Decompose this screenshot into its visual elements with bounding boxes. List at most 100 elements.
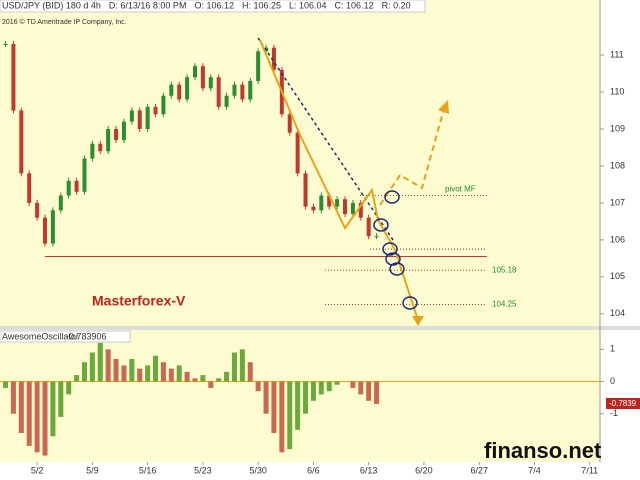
- candle-body: [121, 121, 126, 141]
- osc-bar: [374, 381, 380, 405]
- osc-bar: [145, 365, 151, 382]
- header-field: D: 6/13/16 8:00 PM: [109, 0, 187, 10]
- osc-bar: [279, 381, 285, 453]
- osc-bar: [10, 381, 16, 414]
- header-bar: [0, 0, 426, 13]
- candle-body: [106, 128, 111, 152]
- candle-body: [43, 217, 47, 244]
- candle-body: [82, 158, 87, 192]
- osc-bar: [74, 375, 80, 382]
- osc-bar: [326, 381, 332, 392]
- candle-body: [114, 128, 119, 141]
- candle-body: [169, 84, 174, 96]
- x-tick-label: 5/16: [139, 465, 157, 475]
- circle-marker: [402, 296, 418, 310]
- candle-body: [216, 77, 221, 107]
- osc-bar: [50, 381, 56, 437]
- candle-body: [35, 202, 40, 218]
- osc-bar: [208, 381, 214, 388]
- trendline: [257, 37, 394, 241]
- osc-bar: [255, 381, 261, 392]
- osc-bar: [350, 381, 356, 388]
- osc-bar: [97, 342, 103, 382]
- x-tick-label: 6/6: [307, 465, 320, 475]
- osc-bar: [310, 381, 316, 401]
- x-tick-label: 6/13: [360, 465, 378, 475]
- candle-body: [311, 206, 316, 211]
- arrow-head: [412, 316, 424, 326]
- candle-body: [27, 173, 32, 203]
- y-tick-label: 106: [610, 234, 625, 244]
- level-label: pivot MF: [445, 185, 476, 194]
- y-tick-label: 109: [610, 123, 625, 133]
- y-tick-label: 105: [610, 271, 625, 281]
- osc-bar: [3, 381, 9, 388]
- level-label: 105.18: [492, 265, 517, 274]
- osc-bar: [239, 349, 245, 382]
- osc-bar: [366, 381, 372, 401]
- candle-body: [350, 202, 355, 215]
- y-tick-label: 111: [610, 49, 624, 59]
- candle-body: [240, 84, 245, 100]
- header-field: H: 106.25: [242, 0, 281, 10]
- candle-body: [50, 210, 55, 244]
- osc-bar: [224, 371, 230, 382]
- osc-bar: [34, 381, 40, 453]
- osc-bar: [263, 381, 269, 414]
- level-label: 104.25: [492, 300, 517, 309]
- osc-bar: [137, 368, 143, 382]
- osc-bar: [153, 355, 159, 382]
- osc-bar: [81, 362, 87, 382]
- header-field: C: 106.12: [335, 0, 374, 10]
- x-tick-label: 5/2: [31, 465, 44, 475]
- wave-line: [259, 39, 379, 230]
- candle-body: [137, 110, 142, 129]
- osc-bar: [200, 375, 206, 382]
- x-tick-label: 6/20: [415, 465, 433, 475]
- osc-last: -0.783906: [66, 331, 107, 341]
- y-tick-label: 104: [610, 308, 625, 318]
- candle-body: [319, 195, 324, 211]
- y-tick-label: 107: [610, 197, 625, 207]
- candle-body: [287, 114, 292, 133]
- osc-bar: [176, 365, 182, 382]
- x-tick-label: 7/4: [528, 465, 541, 475]
- candle-body: [177, 84, 182, 100]
- osc-bar: [303, 381, 309, 414]
- candle-body: [3, 43, 8, 45]
- osc-bar: [18, 381, 24, 434]
- candle-body: [248, 80, 253, 100]
- candle-body: [58, 195, 63, 211]
- osc-bar: [66, 381, 72, 395]
- circle-marker: [373, 218, 389, 232]
- y-tick-label: -1: [610, 408, 618, 418]
- osc-bar: [113, 358, 119, 382]
- arrow-head: [438, 100, 449, 114]
- osc-bar: [358, 381, 364, 395]
- osc-bar: [26, 381, 32, 446]
- osc-bar: [121, 365, 127, 382]
- osc-tag: -0.7839: [609, 399, 637, 408]
- candle-body: [358, 202, 363, 218]
- y-tick-label: 0: [610, 376, 615, 386]
- header-field: O: 106.12: [194, 0, 234, 10]
- osc-header: [0, 330, 131, 343]
- osc-bar: [89, 352, 95, 382]
- price-panel: [0, 0, 600, 326]
- candle-body: [74, 180, 79, 192]
- osc-tag-bg: [606, 398, 640, 409]
- osc-bar: [334, 381, 340, 385]
- candle-body: [256, 51, 261, 81]
- osc-bar: [168, 368, 174, 382]
- candle-body: [335, 199, 340, 207]
- osc-bar: [160, 362, 166, 382]
- circle-marker: [384, 190, 400, 204]
- annotation: Masterforex-V: [92, 293, 186, 309]
- candle-body: [98, 143, 103, 152]
- header-field: L: 106.04: [289, 0, 327, 10]
- circle-marker: [389, 262, 405, 276]
- header-field: USD/JPY (BID) 180 d 4h: [2, 0, 101, 10]
- copyright: 2016 © TD Ameritrade IP Company, Inc.: [2, 18, 127, 26]
- candle-body: [11, 43, 16, 111]
